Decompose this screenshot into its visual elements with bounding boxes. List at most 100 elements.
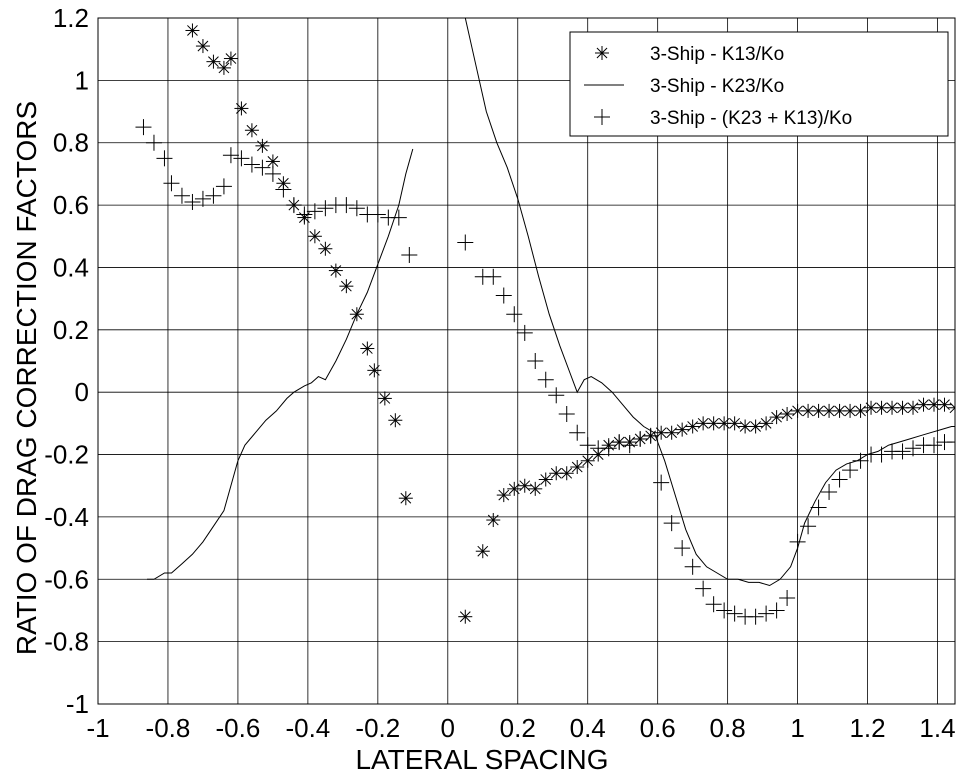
y-tick-label: 0.8 [53, 128, 89, 158]
data-point [495, 287, 512, 304]
data-point [611, 434, 628, 451]
data-point [948, 400, 955, 415]
x-tick-label: -0.6 [216, 713, 261, 743]
data-point [759, 416, 774, 431]
x-tick-label: 0.6 [640, 713, 676, 743]
data-point [173, 187, 190, 204]
data-point [255, 138, 270, 153]
x-tick-label: 1.4 [919, 713, 955, 743]
legend-entry: 3-Ship - K13/Ko [595, 44, 784, 65]
data-point [243, 156, 260, 173]
data-point [194, 190, 211, 207]
series-line [464, 18, 955, 587]
data-point [642, 427, 659, 444]
data-point [675, 422, 690, 437]
data-point [810, 499, 827, 516]
data-point [852, 452, 869, 469]
data-point [233, 150, 250, 167]
data-point [275, 181, 292, 198]
data-point [285, 197, 302, 214]
y-tick-label: -1 [66, 689, 89, 719]
data-point [348, 200, 365, 217]
data-point [789, 533, 806, 550]
data-point [369, 206, 386, 223]
data-point [254, 159, 271, 176]
data-point [388, 413, 403, 428]
data-point [398, 491, 413, 506]
data-point [937, 397, 952, 412]
x-tick-label: -1 [86, 713, 109, 743]
data-point [570, 460, 585, 475]
x-tick-label: -0.2 [355, 713, 400, 743]
data-point [685, 419, 700, 434]
data-point [145, 134, 162, 151]
data-point [695, 580, 712, 597]
data-point [215, 178, 232, 195]
y-tick-label: -0.4 [44, 502, 89, 532]
data-point [538, 472, 553, 487]
data-point [664, 425, 679, 440]
y-tick-label: 0 [75, 377, 89, 407]
data-point [727, 416, 742, 431]
data-point [390, 209, 407, 226]
data-point [894, 443, 911, 460]
data-point [663, 515, 680, 532]
data-point [674, 540, 691, 557]
x-tick-label: 1.2 [849, 713, 885, 743]
y-tick-label: -0.8 [44, 627, 89, 657]
legend-entry: 3-Ship - (K23 + K13)/Ko [594, 108, 852, 129]
data-point [328, 263, 343, 278]
data-point [632, 430, 649, 447]
data-point [458, 609, 473, 624]
y-tick-label: -0.2 [44, 440, 89, 470]
data-point [195, 39, 210, 54]
data-point [905, 440, 922, 457]
data-point [206, 54, 221, 69]
data-point [621, 437, 638, 454]
data-point [947, 434, 955, 451]
data-point [780, 407, 795, 422]
data-point [831, 471, 848, 488]
legend: 3-Ship - K13/Ko 3-Ship - K23/Ko 3-Ship - (… [569, 31, 949, 137]
data-point [317, 200, 334, 217]
y-tick-label: 0.4 [53, 252, 89, 282]
data-point [684, 558, 701, 575]
data-point [205, 187, 222, 204]
legend-swatch-plus [594, 109, 610, 125]
data-point [486, 513, 501, 528]
data-point [527, 353, 544, 369]
data-point [496, 488, 511, 503]
y-tick-label: -0.6 [44, 564, 89, 594]
data-point [569, 424, 586, 441]
data-point [185, 23, 200, 38]
data-point [367, 363, 382, 378]
y-tick-label: 1 [75, 65, 89, 95]
data-point [821, 483, 838, 500]
data-point [306, 203, 323, 220]
data-point [558, 406, 575, 423]
y-tick-label: 1.2 [53, 3, 89, 33]
data-point [800, 518, 817, 535]
data-point [307, 229, 322, 244]
data-point [234, 101, 249, 116]
x-tick-label: 0.8 [710, 713, 746, 743]
data-point [873, 446, 890, 463]
data-point [339, 279, 354, 294]
data-point [580, 453, 595, 468]
data-point [906, 400, 921, 415]
data-point [747, 608, 764, 625]
data-point [265, 154, 280, 169]
data-point [223, 51, 238, 66]
data-point [296, 206, 313, 223]
series-plus [135, 119, 955, 625]
data-point [516, 324, 533, 341]
data-point [360, 341, 375, 356]
data-point [338, 197, 355, 214]
legend-entry: 3-Ship - K23/Ko [584, 76, 784, 97]
data-point [537, 371, 554, 388]
data-point [885, 400, 900, 415]
data-point [926, 437, 943, 454]
data-point [377, 391, 392, 406]
data-point [163, 175, 180, 192]
